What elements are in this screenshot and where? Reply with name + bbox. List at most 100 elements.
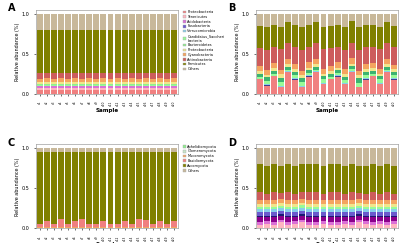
Bar [278,203,284,206]
Text: D: D [228,138,236,148]
Bar [128,73,134,78]
Bar [363,79,369,94]
Bar [136,82,142,84]
Bar [72,221,78,227]
Bar [285,67,291,70]
Bar [342,50,348,69]
Bar [300,27,306,50]
Bar [136,30,142,73]
Bar [292,148,298,166]
Bar [157,78,163,82]
Bar [58,148,64,152]
Bar [292,224,298,228]
Bar [306,164,312,192]
Bar [257,204,263,207]
Bar [278,148,284,165]
Bar [349,207,355,209]
Bar [377,84,383,94]
Bar [328,204,334,207]
Bar [51,86,57,87]
Bar [363,221,369,224]
Bar [334,216,340,217]
Bar [377,217,383,221]
Bar [37,148,43,152]
Bar [363,25,369,47]
Bar [356,71,362,75]
Bar [320,224,326,228]
Bar [306,76,312,77]
Bar [314,209,320,212]
Bar [171,90,177,94]
Bar [264,81,270,84]
Bar [58,73,64,78]
Bar [164,87,170,88]
Bar [150,90,156,94]
Bar [128,224,134,227]
Bar [100,85,106,86]
Bar [377,27,383,49]
Bar [114,78,120,82]
Bar [356,148,362,165]
Bar [150,30,156,73]
Bar [271,63,277,69]
Bar [94,87,100,88]
Bar [377,148,383,166]
Bar [356,83,362,87]
Bar [278,49,284,70]
Bar [342,204,348,207]
Bar [370,69,376,71]
Bar [342,224,348,228]
Bar [122,84,128,85]
Bar [278,86,284,87]
Bar [370,212,376,216]
Bar [292,204,298,207]
Bar [164,148,170,152]
Bar [143,90,149,94]
Bar [384,212,390,216]
Bar [72,82,78,84]
Text: A: A [8,3,15,13]
Bar [150,84,156,85]
Y-axis label: Relative abundance (%): Relative abundance (%) [15,23,20,81]
Bar [79,73,85,79]
Bar [143,78,149,82]
Bar [292,194,298,200]
Legend: Proteobacteria, Tenericutes, Acidobacteria, Fusobacteria, Verrucomicrobia, Candi: Proteobacteria, Tenericutes, Acidobacter… [182,10,225,71]
Bar [143,152,149,220]
Bar [128,82,134,84]
Bar [157,85,163,86]
Bar [292,79,298,94]
Bar [157,148,163,152]
Bar [320,217,326,221]
Bar [171,227,177,228]
Bar [58,86,64,87]
Bar [349,216,355,217]
Bar [285,222,291,225]
Bar [292,47,298,64]
Bar [320,200,326,204]
Bar [143,73,149,78]
Bar [171,14,177,30]
Bar [65,87,71,88]
Bar [314,204,320,207]
Bar [128,14,134,30]
Bar [384,72,390,94]
Bar [363,207,369,209]
Bar [86,87,92,88]
Bar [349,200,355,204]
Bar [271,207,277,209]
Bar [285,209,291,212]
Bar [114,224,120,227]
Bar [292,166,298,194]
Bar [300,222,306,228]
Bar [58,218,64,226]
Bar [356,214,362,216]
Bar [122,221,128,227]
Bar [86,90,92,94]
Bar [285,43,291,59]
Bar [292,216,298,217]
Bar [65,227,71,228]
Bar [114,30,120,73]
Bar [171,73,177,78]
Bar [349,209,355,212]
